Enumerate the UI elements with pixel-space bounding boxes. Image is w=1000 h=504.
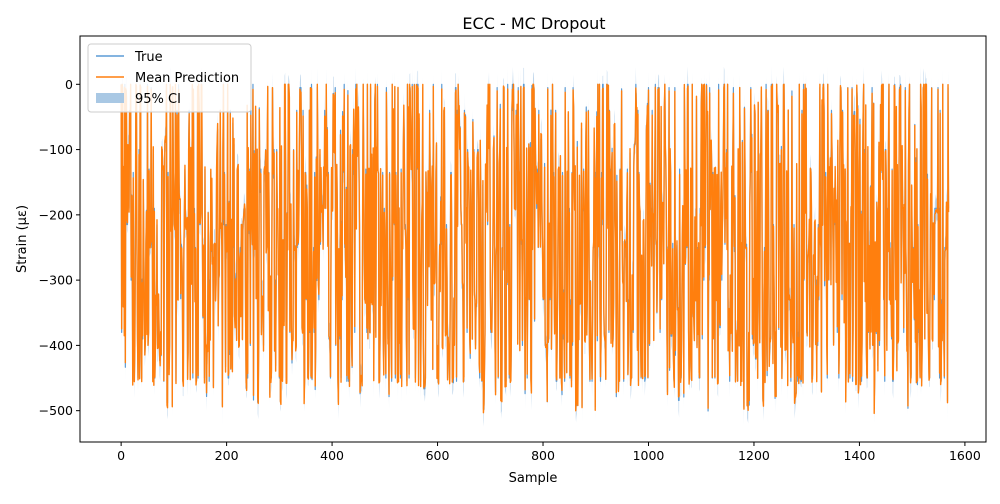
x-tick-label: 1600: [949, 448, 981, 463]
legend-mean-prediction-label: Mean Prediction: [135, 71, 239, 86]
x-tick-label: 200: [215, 448, 239, 463]
chart-title: ECC - MC Dropout: [462, 14, 605, 33]
x-tick-label: 0: [117, 448, 125, 463]
legend-ci-swatch: [96, 93, 124, 103]
y-axis: 0 −100 −200 −300 −400 −500: [39, 77, 80, 418]
x-axis: 0 200 400 600 800 1000 1200 1400 1600: [117, 442, 981, 463]
legend-ci-label: 95% CI: [135, 92, 181, 107]
x-tick-label: 600: [426, 448, 450, 463]
x-tick-label: 800: [531, 448, 555, 463]
y-axis-label: Strain (με): [15, 205, 30, 273]
x-tick-label: 1400: [844, 448, 876, 463]
x-tick-label: 1000: [633, 448, 665, 463]
plot-frame: [79, 35, 987, 443]
y-tick-label: −300: [39, 273, 73, 288]
x-tick-label: 400: [320, 448, 344, 463]
y-tick-label: −100: [39, 142, 73, 157]
y-tick-label: 0: [65, 77, 73, 92]
y-tick-label: −500: [39, 403, 73, 418]
legend-box: [87, 43, 252, 113]
x-axis-label: Sample: [509, 471, 558, 486]
mean-prediction-series-line: [120, 83, 950, 415]
y-tick-label: −400: [39, 338, 73, 353]
legend: True Mean Prediction 95% CI: [87, 43, 252, 113]
x-tick-label: 1200: [738, 448, 770, 463]
legend-true-label: True: [134, 50, 163, 65]
y-tick-label: −200: [39, 207, 73, 222]
